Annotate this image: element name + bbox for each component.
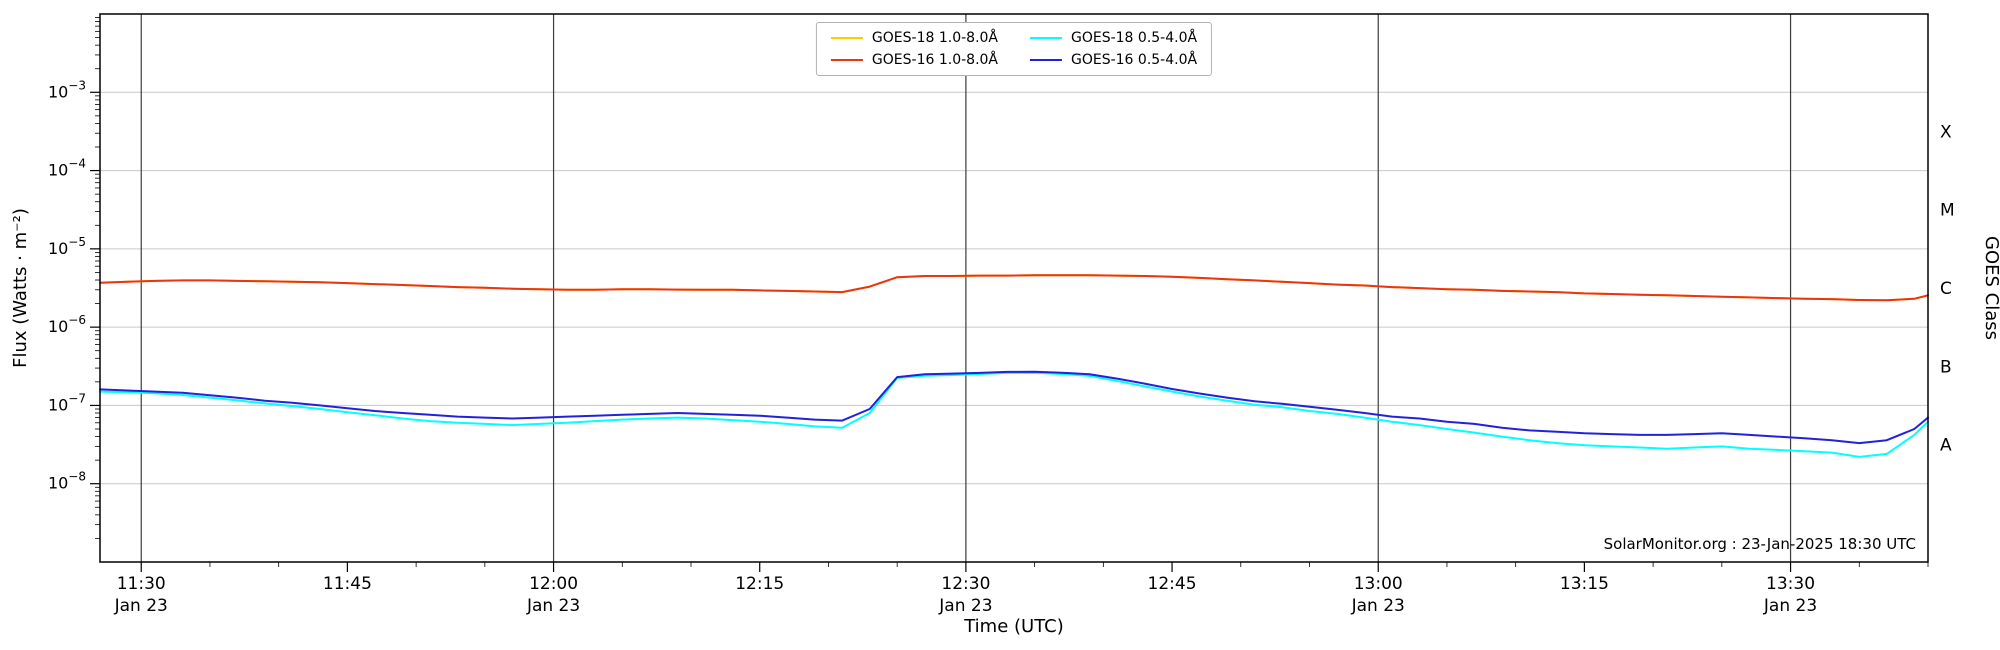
x-tick-date-label: Jan 23 [938, 596, 992, 616]
plot-border [99, 13, 1929, 563]
x-tick-label: 13:00 [1354, 574, 1403, 594]
y-tick-label: 10−4 [48, 157, 86, 180]
gridlines [100, 14, 1928, 562]
x-tick-date-label: Jan 23 [1351, 596, 1405, 616]
legend-item-goes18-short: GOES-18 0.5-4.0Å [1030, 30, 1197, 46]
x-tick-date-label: Jan 23 [114, 596, 168, 616]
legend-item-goes16-short: GOES-16 0.5-4.0Å [1030, 52, 1197, 68]
y-tick-label: 10−3 [48, 78, 86, 101]
goes-class-letter-B: B [1940, 357, 1952, 377]
goes-class-labels: X M C B A [1940, 122, 1955, 455]
legend-label: GOES-16 0.5-4.0Å [1071, 52, 1198, 68]
axis-ticks [90, 17, 1929, 572]
y-tick-label: 10−8 [48, 470, 86, 493]
series-line-goes18_long [99, 274, 1929, 302]
y-tick-label: 10−7 [48, 391, 86, 414]
series-line-goes18_short [99, 371, 1929, 458]
x-tick-label: 11:45 [323, 574, 372, 594]
x-tick-label: 13:30 [1766, 574, 1815, 594]
watermark-text: SolarMonitor.org : 23-Jan-2025 18:30 UTC [1604, 535, 1916, 553]
legend-item-goes18-long: GOES-18 1.0-8.0Å [830, 30, 998, 46]
x-tick-label: 11:30 [117, 574, 166, 594]
y-tick-label: 10−6 [48, 313, 86, 336]
legend-item-goes16-long: GOES-16 1.0-8.0Å [830, 52, 998, 68]
x-tick-label: 13:15 [1560, 574, 1609, 594]
series-line-goes16_short [99, 370, 1929, 445]
x-tick-label: 12:15 [735, 574, 784, 594]
series-lines [99, 274, 1929, 458]
legend-label: GOES-16 1.0-8.0Å [871, 52, 998, 68]
x-tick-date-label: Jan 23 [526, 596, 580, 616]
legend-line-swatch [830, 37, 863, 39]
series-line-goes16_long [99, 274, 1929, 302]
legend-line-swatch [1030, 37, 1062, 39]
legend-line-swatch [830, 59, 863, 61]
goes-class-letter-X: X [1940, 122, 1952, 142]
goes-class-letter-M: M [1940, 201, 1955, 221]
x-axis-label: Time (UTC) [963, 616, 1064, 637]
y2-axis-label: GOES Class [1981, 236, 2000, 340]
x-tick-label: 12:45 [1148, 574, 1197, 594]
goes-class-letter-C: C [1940, 279, 1952, 299]
legend-label: GOES-18 1.0-8.0Å [871, 30, 998, 46]
y-tick-label: 10−5 [48, 235, 86, 258]
chart-legend: GOES-18 1.0-8.0Å GOES-18 0.5-4.0Å GOES-1… [815, 22, 1213, 76]
x-tick-label: 12:00 [529, 574, 578, 594]
x-tick-date-label: Jan 23 [1763, 596, 1817, 616]
x-tick-label: 12:30 [941, 574, 990, 594]
legend-line-swatch [1030, 59, 1062, 61]
goes-class-letter-A: A [1940, 436, 1952, 456]
y-axis-label: Flux (Watts · m⁻²) [10, 208, 31, 368]
legend-label: GOES-18 0.5-4.0Å [1071, 30, 1198, 46]
